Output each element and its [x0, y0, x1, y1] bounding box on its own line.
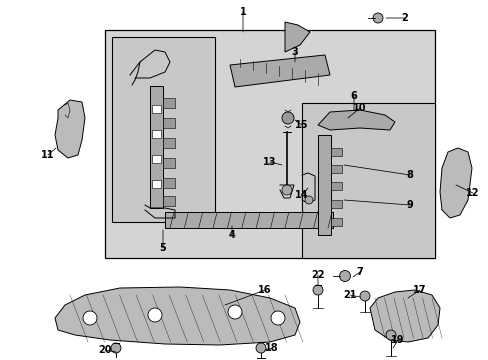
- Polygon shape: [55, 100, 85, 158]
- Bar: [150, 86, 163, 208]
- Circle shape: [256, 343, 265, 353]
- Bar: [317, 135, 330, 235]
- Text: 20: 20: [98, 345, 112, 355]
- Bar: [163, 138, 175, 148]
- Bar: [152, 130, 161, 138]
- Bar: [112, 37, 215, 222]
- Text: 9: 9: [406, 200, 412, 210]
- Circle shape: [83, 311, 97, 325]
- Bar: [163, 178, 175, 188]
- Text: 19: 19: [390, 335, 404, 345]
- Bar: [330, 148, 341, 156]
- Text: 6: 6: [350, 91, 357, 101]
- Text: 11: 11: [41, 150, 55, 160]
- Text: 22: 22: [311, 270, 324, 280]
- Text: 14: 14: [295, 190, 308, 200]
- Polygon shape: [317, 110, 394, 130]
- Polygon shape: [285, 22, 309, 52]
- Text: 10: 10: [352, 103, 366, 113]
- Bar: [163, 118, 175, 128]
- Bar: [152, 180, 161, 188]
- Text: 16: 16: [258, 285, 271, 295]
- Polygon shape: [369, 290, 439, 342]
- Circle shape: [385, 330, 395, 340]
- Bar: [330, 218, 341, 226]
- Circle shape: [111, 343, 121, 353]
- Bar: [163, 98, 175, 108]
- Text: 8: 8: [406, 170, 412, 180]
- Circle shape: [148, 308, 162, 322]
- Text: 12: 12: [465, 188, 479, 198]
- Text: 2: 2: [401, 13, 407, 23]
- Circle shape: [282, 112, 293, 124]
- Text: 17: 17: [412, 285, 426, 295]
- Circle shape: [305, 196, 312, 204]
- Polygon shape: [229, 55, 329, 87]
- Polygon shape: [439, 148, 471, 218]
- Circle shape: [282, 185, 291, 195]
- Bar: [163, 158, 175, 168]
- Bar: [302, 103, 434, 258]
- Text: 15: 15: [295, 120, 308, 130]
- Bar: [164, 212, 332, 228]
- Text: 3: 3: [291, 47, 298, 57]
- Circle shape: [270, 311, 285, 325]
- Text: 18: 18: [264, 343, 278, 353]
- Bar: [330, 182, 341, 190]
- Text: 21: 21: [343, 290, 356, 300]
- Circle shape: [359, 291, 369, 301]
- Text: 4: 4: [228, 230, 235, 240]
- Bar: [330, 200, 341, 208]
- Text: 7: 7: [356, 267, 363, 277]
- Bar: [152, 105, 161, 113]
- Bar: [152, 155, 161, 163]
- Circle shape: [372, 13, 382, 23]
- Text: 5: 5: [159, 243, 166, 253]
- Bar: [163, 196, 175, 206]
- Text: 1: 1: [239, 7, 246, 17]
- Polygon shape: [55, 287, 299, 345]
- Bar: [105, 30, 434, 258]
- Circle shape: [339, 270, 350, 282]
- Circle shape: [312, 285, 323, 295]
- Bar: [330, 165, 341, 173]
- Text: 13: 13: [263, 157, 276, 167]
- Circle shape: [227, 305, 242, 319]
